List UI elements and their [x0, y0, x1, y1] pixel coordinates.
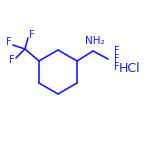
Text: F: F: [6, 37, 12, 47]
Text: HCl: HCl: [119, 62, 141, 74]
Text: F: F: [114, 46, 120, 56]
Text: F: F: [114, 62, 120, 72]
Text: F: F: [9, 55, 15, 65]
Text: NH₂: NH₂: [85, 36, 105, 46]
Text: F: F: [29, 30, 35, 40]
Text: F: F: [114, 54, 120, 64]
